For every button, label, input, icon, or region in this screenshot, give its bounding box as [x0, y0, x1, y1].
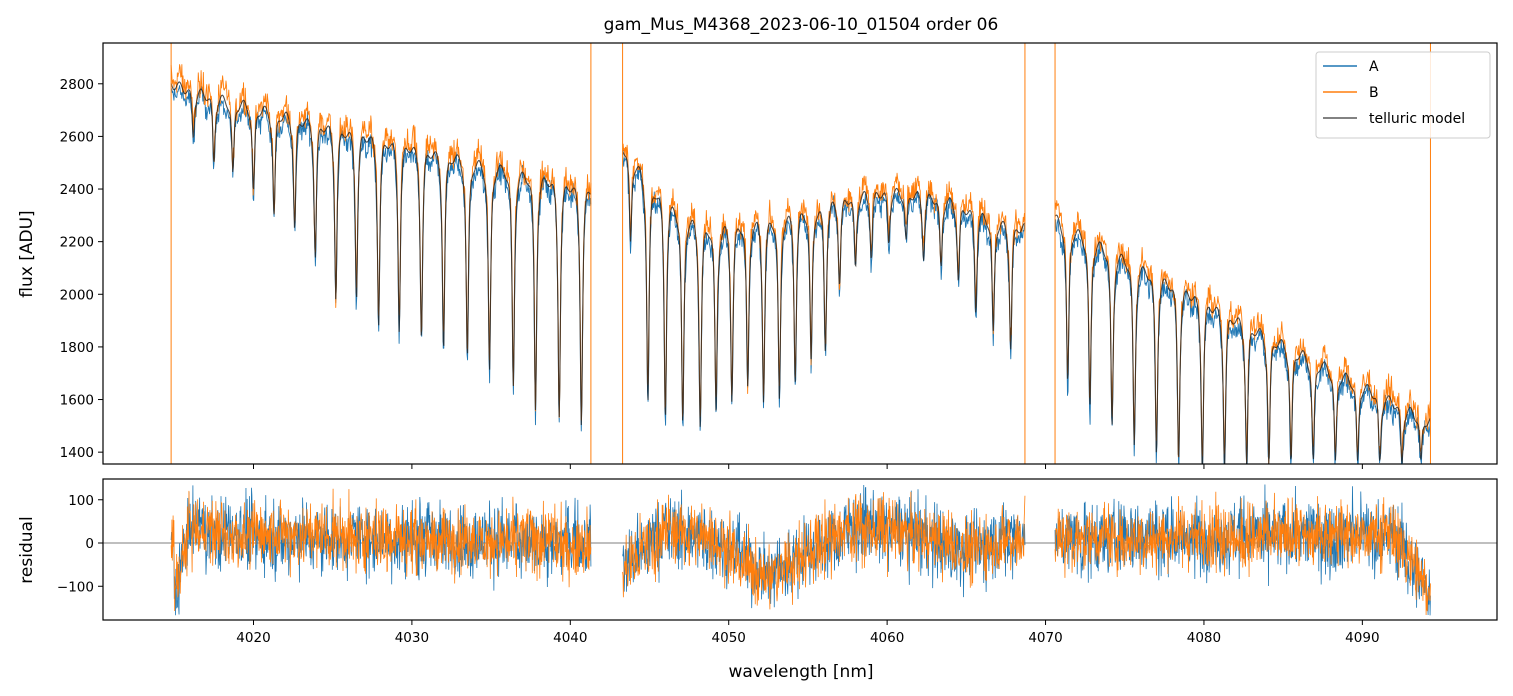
- residual-x-ticks: 4020 4030 4040 4050 4060 4070 4080 4090: [236, 620, 1380, 646]
- telluric-model-seg3: [1054, 214, 1431, 464]
- legend-label-b: B: [1369, 85, 1379, 101]
- legend-frame: [1315, 51, 1491, 139]
- flux-y-tick-label: 2200: [60, 235, 94, 251]
- residual-line-b-seg3: [1054, 491, 1431, 616]
- flux-y-tick-label: 1600: [60, 393, 94, 409]
- residual-y-tick-label: 0: [85, 536, 94, 552]
- residual-line-b-seg1: [170, 488, 592, 611]
- flux-panel: 1400 1600 1800 2000 2200 2400 2600 2800 flux [A…: [17, 42, 1498, 469]
- residual-x-tick-label: 4060: [870, 630, 904, 646]
- flux-y-tick-label: 2800: [60, 77, 94, 93]
- residual-y-tick-label: 100: [68, 493, 94, 509]
- residual-x-tick-label: 4020: [236, 630, 270, 646]
- flux-y-tick-label: 2600: [60, 129, 94, 145]
- residual-axes-frame: [102, 478, 1498, 621]
- residual-x-tick-label: 4090: [1345, 630, 1379, 646]
- flux-y-tick-label: 2400: [60, 182, 94, 198]
- flux-plot-area: [170, 43, 1431, 464]
- telluric-model-seg1: [170, 81, 592, 426]
- x-axis-label: wavelength [nm]: [728, 662, 873, 682]
- telluric-model-seg2: [622, 150, 1026, 427]
- flux-y-ticks: 1400 1600 1800 2000 2200 2400 2600 2800: [60, 77, 103, 461]
- residual-x-tick-label: 4080: [1187, 630, 1221, 646]
- legend-label-a: A: [1369, 59, 1379, 75]
- flux-x-ticks: [252, 464, 1363, 469]
- residual-plot-area: [103, 484, 1497, 616]
- legend-label-model: telluric model: [1369, 111, 1465, 127]
- residual-y-axis-label: residual: [17, 516, 37, 583]
- chart-title: gam_Mus_M4368_2023-06-10_01504 order 06: [604, 15, 999, 35]
- legend: A B telluric model: [1315, 51, 1491, 139]
- flux-y-tick-label: 1800: [60, 340, 94, 356]
- residual-x-tick-label: 4040: [553, 630, 587, 646]
- residual-y-tick-label: −100: [57, 579, 94, 595]
- flux-y-tick-label: 1400: [60, 445, 94, 461]
- residual-y-ticks: −100 0 100: [57, 493, 103, 595]
- residual-x-tick-label: 4030: [395, 630, 429, 646]
- residual-x-tick-label: 4050: [712, 630, 746, 646]
- residual-line-b-seg2: [622, 491, 1026, 610]
- residual-panel: −100 0 100 4020 4030 4040 4050 4060 4070 4080 409…: [17, 478, 1498, 682]
- flux-y-tick-label: 2000: [60, 287, 94, 303]
- flux-y-axis-label: flux [ADU]: [17, 210, 37, 297]
- flux-axes-frame: [102, 42, 1498, 465]
- residual-x-tick-label: 4070: [1028, 630, 1062, 646]
